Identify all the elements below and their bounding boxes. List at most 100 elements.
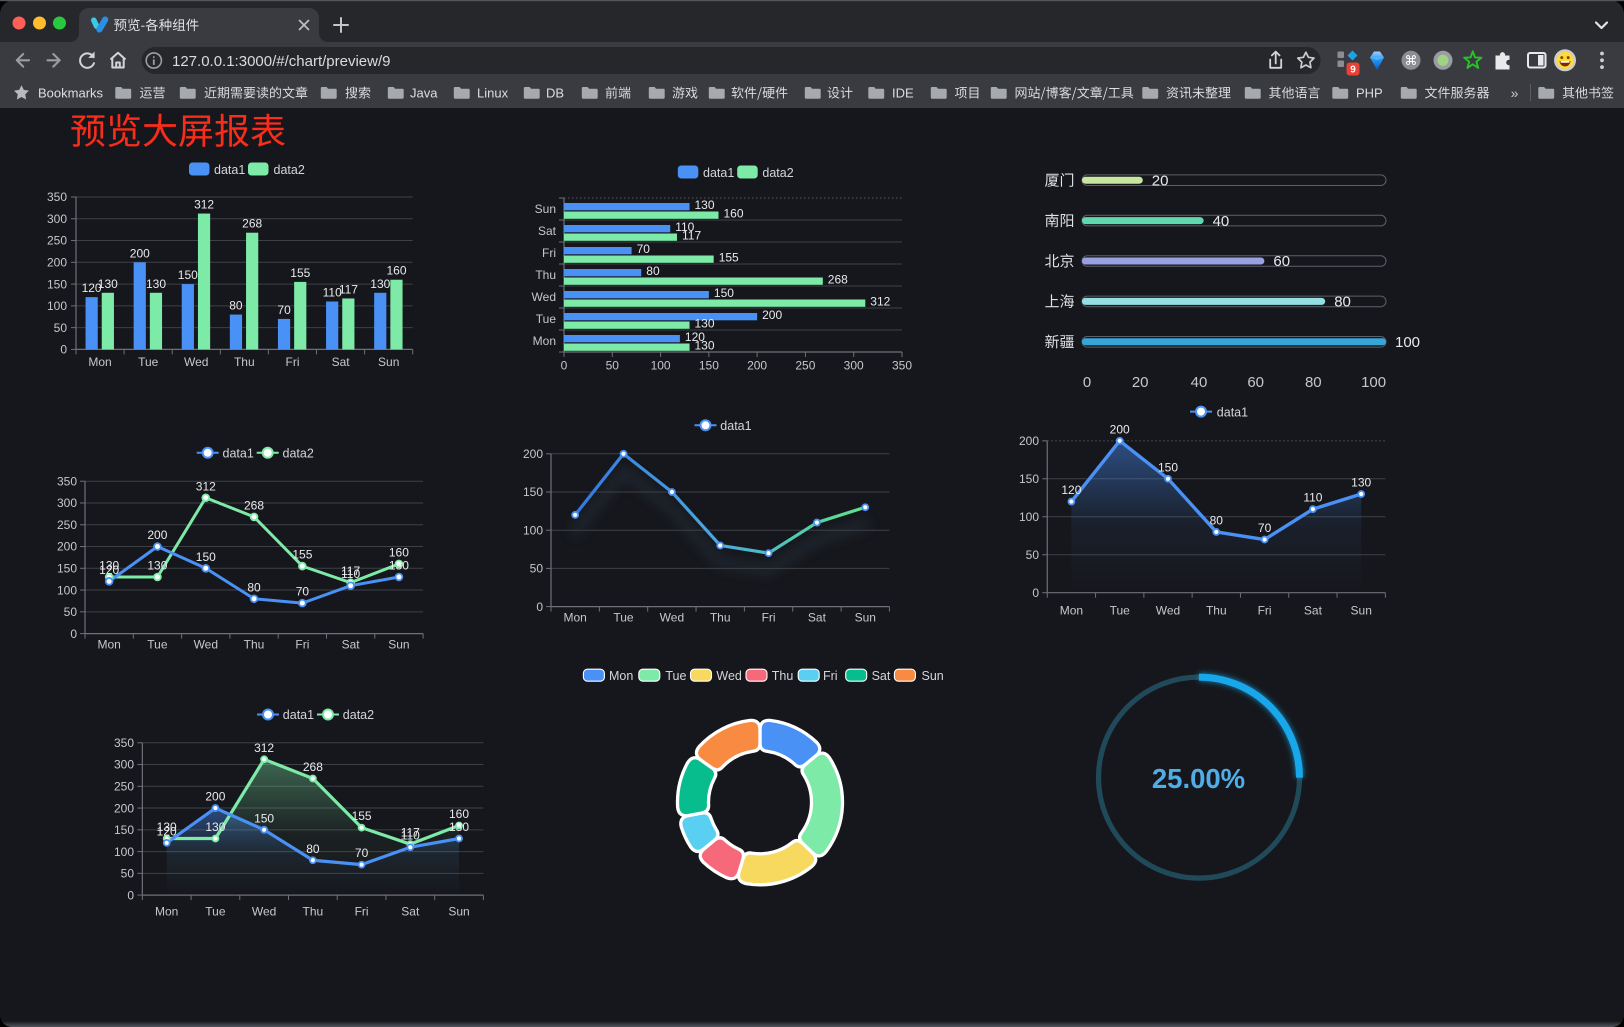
svg-text:Sun: Sun <box>535 202 556 216</box>
svg-text:117: 117 <box>401 826 420 840</box>
svg-text:100: 100 <box>57 583 77 597</box>
svg-text:100: 100 <box>523 523 543 537</box>
svg-text:155: 155 <box>352 809 372 823</box>
svg-text:Fri: Fri <box>355 905 369 919</box>
svg-text:Tue: Tue <box>205 905 226 919</box>
svg-text:Mon: Mon <box>155 905 178 919</box>
svg-text:130: 130 <box>695 198 715 212</box>
svg-text:Java: Java <box>410 86 438 101</box>
svg-text:80: 80 <box>1210 513 1224 527</box>
svg-text:312: 312 <box>196 479 216 493</box>
svg-text:data2: data2 <box>343 708 374 722</box>
svg-text:Sat: Sat <box>332 355 351 369</box>
svg-text:150: 150 <box>57 562 77 576</box>
svg-text:130: 130 <box>205 820 225 834</box>
svg-text:Sun: Sun <box>448 905 469 919</box>
svg-text:Fri: Fri <box>762 611 776 625</box>
svg-text:300: 300 <box>47 212 67 226</box>
svg-text:Tue: Tue <box>147 638 168 652</box>
svg-text:150: 150 <box>699 359 719 373</box>
svg-text:Sun: Sun <box>855 611 876 625</box>
svg-text:150: 150 <box>1158 460 1178 474</box>
svg-text:0: 0 <box>561 359 568 373</box>
svg-text:268: 268 <box>242 217 262 231</box>
svg-text:100: 100 <box>1361 374 1386 391</box>
svg-text:Wed: Wed <box>1156 604 1180 618</box>
svg-text:Tue: Tue <box>613 611 634 625</box>
svg-text:268: 268 <box>244 498 264 512</box>
svg-text:Sat: Sat <box>401 905 420 919</box>
svg-text:Sun: Sun <box>1351 604 1372 618</box>
svg-text:data1: data1 <box>703 166 734 180</box>
svg-text:250: 250 <box>47 234 67 248</box>
svg-text:150: 150 <box>114 823 134 837</box>
svg-text:data2: data2 <box>283 447 314 461</box>
svg-text:0: 0 <box>70 627 77 641</box>
svg-text:25.00%: 25.00% <box>1152 763 1245 794</box>
svg-text:Mon: Mon <box>564 611 587 625</box>
svg-text:Sun: Sun <box>922 669 944 683</box>
svg-text:data1: data1 <box>1217 405 1248 419</box>
svg-text:80: 80 <box>229 299 243 313</box>
svg-text:100: 100 <box>1395 334 1420 351</box>
svg-text:130: 130 <box>147 559 167 573</box>
svg-text:Mon: Mon <box>1060 604 1083 618</box>
svg-text:20: 20 <box>1132 374 1149 391</box>
svg-text:data1: data1 <box>214 163 245 177</box>
svg-text:Fri: Fri <box>542 246 556 260</box>
svg-text:20: 20 <box>1152 172 1169 189</box>
svg-text:0: 0 <box>1032 586 1039 600</box>
svg-text:200: 200 <box>762 308 782 322</box>
svg-text:Thu: Thu <box>303 905 324 919</box>
svg-text:110: 110 <box>675 220 694 234</box>
svg-text:150: 150 <box>196 550 216 564</box>
svg-text:70: 70 <box>355 846 369 860</box>
svg-text:70: 70 <box>637 242 651 256</box>
svg-text:117: 117 <box>682 229 701 243</box>
svg-text:80: 80 <box>247 580 261 594</box>
svg-text:200: 200 <box>747 359 767 373</box>
svg-text:80: 80 <box>306 842 320 856</box>
svg-text:40: 40 <box>1213 213 1230 230</box>
svg-text:0: 0 <box>536 600 543 614</box>
svg-text:»: » <box>1511 85 1519 101</box>
svg-text:Wed: Wed <box>716 669 742 683</box>
svg-text:200: 200 <box>205 790 225 804</box>
svg-text:80: 80 <box>1334 294 1351 311</box>
svg-text:150: 150 <box>714 286 734 300</box>
svg-text:312: 312 <box>870 295 890 309</box>
svg-text:250: 250 <box>57 518 77 532</box>
svg-text:Thu: Thu <box>1206 604 1227 618</box>
svg-text:70: 70 <box>277 303 291 317</box>
svg-text:160: 160 <box>386 264 406 278</box>
svg-text:130: 130 <box>389 559 409 573</box>
svg-text:350: 350 <box>114 736 134 750</box>
svg-text:50: 50 <box>64 605 78 619</box>
svg-text:130: 130 <box>157 820 177 834</box>
svg-text:117: 117 <box>341 564 360 578</box>
svg-text:110: 110 <box>323 286 342 300</box>
svg-text:0: 0 <box>60 343 67 357</box>
svg-text:100: 100 <box>47 299 67 313</box>
svg-text:160: 160 <box>449 807 469 821</box>
svg-text:120: 120 <box>157 824 177 838</box>
svg-text:130: 130 <box>370 277 390 291</box>
svg-text:155: 155 <box>292 548 312 562</box>
svg-text:117: 117 <box>339 283 358 297</box>
svg-text:0: 0 <box>127 888 134 902</box>
svg-text:Sat: Sat <box>1304 604 1323 618</box>
svg-text:9: 9 <box>1350 65 1356 76</box>
svg-text:127.0.0.1:3000/#/chart/preview: 127.0.0.1:3000/#/chart/preview/9 <box>172 53 390 70</box>
svg-text:200: 200 <box>47 256 67 270</box>
svg-text:350: 350 <box>47 190 67 204</box>
svg-text:268: 268 <box>303 760 323 774</box>
svg-text:data1: data1 <box>720 419 751 433</box>
svg-text:200: 200 <box>130 246 150 260</box>
svg-text:80: 80 <box>1305 374 1322 391</box>
svg-text:data2: data2 <box>274 163 305 177</box>
svg-text:Mon: Mon <box>88 355 111 369</box>
svg-text:130: 130 <box>695 339 715 353</box>
svg-text:100: 100 <box>1019 510 1039 524</box>
svg-text:130: 130 <box>1351 476 1371 490</box>
svg-text:Wed: Wed <box>532 290 556 304</box>
